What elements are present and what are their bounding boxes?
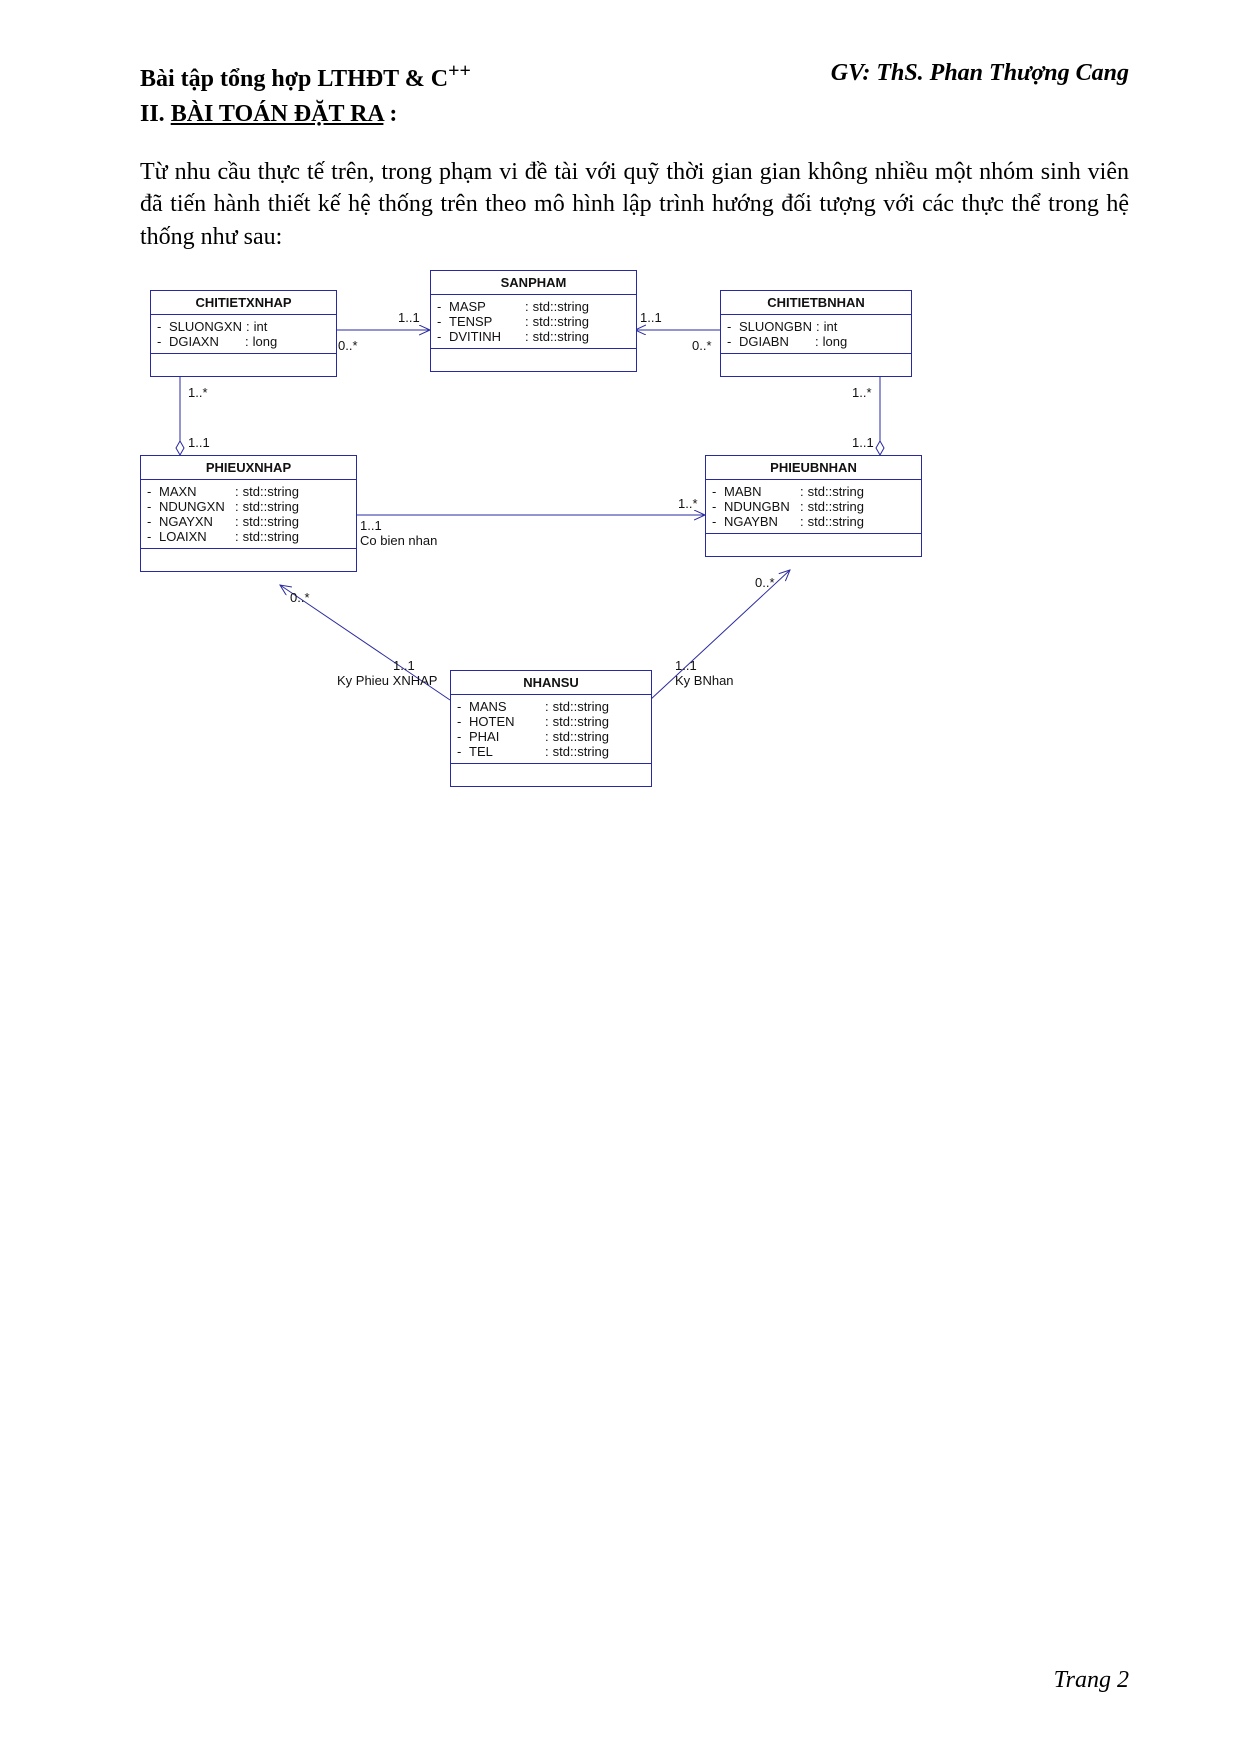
attr-row: -SLUONGXN:int: [157, 319, 330, 334]
class-chitietbnhan: CHITIETBNHAN-SLUONGBN:int-DGIABN:long: [720, 290, 912, 377]
attr-row: -TENSP:std::string: [437, 314, 630, 329]
mult-to-0: 1..1: [398, 310, 420, 325]
mult-to-1: 1..1: [640, 310, 662, 325]
section-heading: II. BÀI TOÁN ĐẶT RA :: [140, 101, 1129, 128]
mult-to-5: 0..*: [290, 590, 310, 605]
attr-row: -SLUONGBN:int: [727, 319, 905, 334]
mult-to-4: 1..*: [678, 496, 698, 511]
mult-to-6: 0..*: [755, 575, 775, 590]
class-phieuxnhap: PHIEUXNHAP-MAXN:std::string-NDUNGXN:std:…: [140, 455, 357, 572]
edge-label-4: Co bien nhan: [360, 533, 437, 548]
mult-from-6: 1..1: [675, 658, 697, 673]
attr-row: -PHAI:std::string: [457, 729, 645, 744]
attr-row: -NGAYBN:std::string: [712, 514, 915, 529]
attr-row: -DGIABN:long: [727, 334, 905, 349]
mult-from-5: 1..1: [393, 658, 415, 673]
attr-row: -MAXN:std::string: [147, 484, 350, 499]
page-footer: Trang 2: [1054, 1667, 1129, 1694]
class-name: PHIEUBNHAN: [706, 456, 921, 480]
class-ops: [721, 354, 911, 376]
class-chitietxnhap: CHITIETXNHAP-SLUONGXN:int-DGIAXN:long: [150, 290, 337, 377]
class-attrs: -MAXN:std::string-NDUNGXN:std::string-NG…: [141, 480, 356, 549]
attr-row: -DGIAXN:long: [157, 334, 330, 349]
mult-from-3: 1..1: [852, 435, 874, 450]
attr-row: -MASP:std::string: [437, 299, 630, 314]
class-name: NHANSU: [451, 671, 651, 695]
attr-row: -LOAIXN:std::string: [147, 529, 350, 544]
intro-paragraph: Từ nhu cầu thực tế trên, trong phạm vi đ…: [140, 156, 1129, 253]
class-name: PHIEUXNHAP: [141, 456, 356, 480]
class-ops: [706, 534, 921, 556]
class-attrs: -SLUONGXN:int-DGIAXN:long: [151, 315, 336, 354]
mult-from-0: 0..*: [338, 338, 358, 353]
class-attrs: -SLUONGBN:int-DGIABN:long: [721, 315, 911, 354]
edge-label-5: Ky Phieu XNHAP: [337, 673, 437, 688]
class-phieubnhan: PHIEUBNHAN-MABN:std::string-NDUNGBN:std:…: [705, 455, 922, 557]
class-nhansu: NHANSU-MANS:std::string-HOTEN:std::strin…: [450, 670, 652, 787]
class-name: SANPHAM: [431, 271, 636, 295]
class-ops: [431, 349, 636, 371]
attr-row: -MABN:std::string: [712, 484, 915, 499]
attr-row: -DVITINH:std::string: [437, 329, 630, 344]
attr-row: -NDUNGBN:std::string: [712, 499, 915, 514]
header-right: GV: ThS. Phan Thượng Cang: [831, 60, 1129, 93]
mult-to-3: 1..*: [852, 385, 872, 400]
class-ops: [151, 354, 336, 376]
attr-row: -TEL:std::string: [457, 744, 645, 759]
class-attrs: -MABN:std::string-NDUNGBN:std::string-NG…: [706, 480, 921, 534]
edge-label-6: Ky BNhan: [675, 673, 734, 688]
attr-row: -NDUNGXN:std::string: [147, 499, 350, 514]
class-ops: [141, 549, 356, 571]
uml-class-diagram: CHITIETXNHAP-SLUONGXN:int-DGIAXN:longSAN…: [140, 260, 1100, 860]
class-attrs: -MASP:std::string-TENSP:std::string-DVIT…: [431, 295, 636, 349]
class-ops: [451, 764, 651, 786]
attr-row: -NGAYXN:std::string: [147, 514, 350, 529]
class-attrs: -MANS:std::string-HOTEN:std::string-PHAI…: [451, 695, 651, 764]
mult-from-1: 0..*: [692, 338, 712, 353]
mult-from-4: 1..1: [360, 518, 382, 533]
attr-row: -HOTEN:std::string: [457, 714, 645, 729]
attr-row: -MANS:std::string: [457, 699, 645, 714]
header-left: Bài tập tổng hợp LTHĐT & C++: [140, 60, 471, 93]
class-name: CHITIETBNHAN: [721, 291, 911, 315]
class-sanpham: SANPHAM-MASP:std::string-TENSP:std::stri…: [430, 270, 637, 372]
mult-to-2: 1..*: [188, 385, 208, 400]
class-name: CHITIETXNHAP: [151, 291, 336, 315]
mult-from-2: 1..1: [188, 435, 210, 450]
